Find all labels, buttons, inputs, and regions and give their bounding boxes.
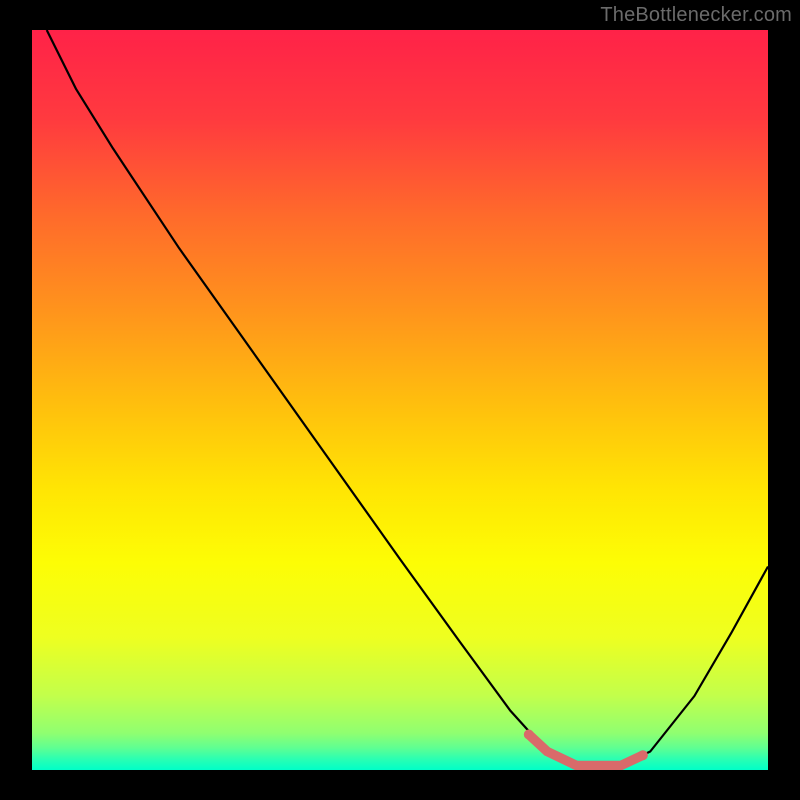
chart-background [32, 30, 768, 770]
chart-plot-area [32, 30, 768, 770]
chart-svg [32, 30, 768, 770]
highlight-endpoint-dot [524, 729, 534, 739]
watermark-text: TheBottlenecker.com [600, 4, 792, 27]
highlight-endpoint-dot [638, 750, 648, 760]
